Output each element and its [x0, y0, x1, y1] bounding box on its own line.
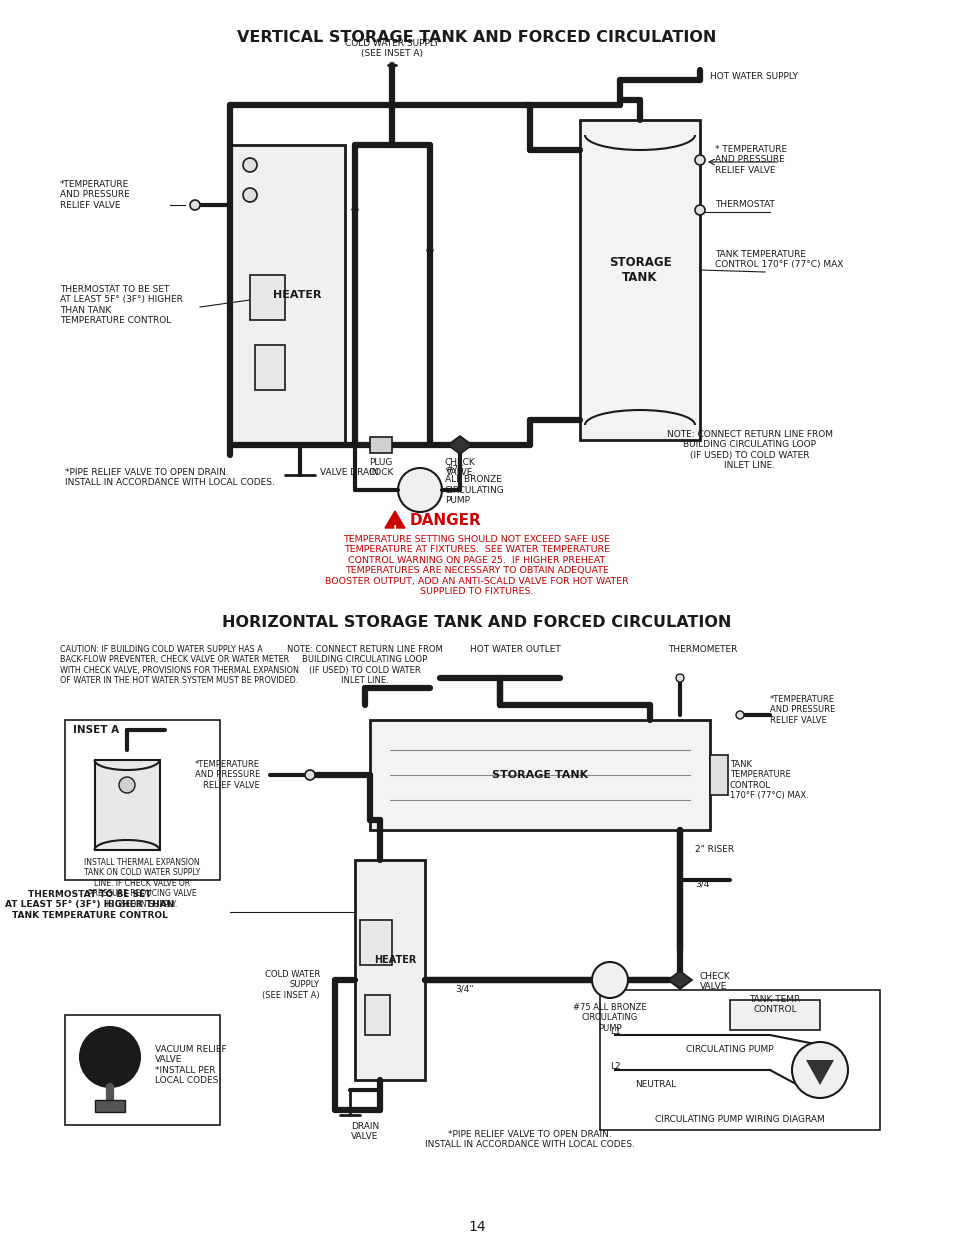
- Bar: [65, 1015, 220, 1125]
- Text: CIRCULATING PUMP: CIRCULATING PUMP: [685, 1045, 773, 1053]
- Bar: [709, 755, 727, 795]
- Circle shape: [791, 1042, 847, 1098]
- Polygon shape: [667, 971, 691, 989]
- Bar: [370, 720, 709, 830]
- Text: CIRCULATING PUMP WIRING DIAGRAM: CIRCULATING PUMP WIRING DIAGRAM: [655, 1115, 824, 1124]
- Text: !: !: [393, 525, 396, 535]
- Text: CAUTION: IF BUILDING COLD WATER SUPPLY HAS A
BACK-FLOW PREVENTER, CHECK VALVE OR: CAUTION: IF BUILDING COLD WATER SUPPLY H…: [60, 645, 298, 685]
- Bar: [250, 275, 285, 320]
- Text: *PIPE RELIEF VALVE TO OPEN DRAIN.
INSTALL IN ACCORDANCE WITH LOCAL CODES.: *PIPE RELIEF VALVE TO OPEN DRAIN. INSTAL…: [65, 468, 274, 488]
- Text: HOT WATER SUPPLY: HOT WATER SUPPLY: [709, 72, 797, 82]
- Polygon shape: [448, 436, 472, 454]
- Text: #75 ALL BRONZE
CIRCULATING
PUMP: #75 ALL BRONZE CIRCULATING PUMP: [573, 1003, 646, 1032]
- Text: THERMOSTAT TO BE SET
AT LEAST 5F° (3F°) HIGHER THAN
TANK TEMPERATURE CONTROL: THERMOSTAT TO BE SET AT LEAST 5F° (3F°) …: [6, 890, 174, 920]
- Text: INSET A: INSET A: [73, 725, 119, 735]
- Bar: [579, 120, 700, 440]
- Text: NOTE: CONNECT RETURN LINE FROM
BUILDING CIRCULATING LOOP
(IF USED) TO COLD WATER: NOTE: CONNECT RETURN LINE FROM BUILDING …: [666, 430, 832, 471]
- Text: THERMOMETER: THERMOMETER: [667, 645, 737, 655]
- Bar: [599, 990, 879, 1130]
- Text: STORAGE
TANK: STORAGE TANK: [608, 256, 671, 284]
- Text: HEATER: HEATER: [374, 955, 416, 965]
- Text: *PIPE RELIEF VALVE TO OPEN DRAIN.
INSTALL IN ACCORDANCE WITH LOCAL CODES.: *PIPE RELIEF VALVE TO OPEN DRAIN. INSTAL…: [425, 1130, 635, 1150]
- Circle shape: [243, 158, 256, 172]
- Circle shape: [305, 769, 314, 781]
- Text: PLUG
COCK: PLUG COCK: [368, 458, 394, 478]
- Bar: [65, 720, 220, 881]
- Circle shape: [676, 674, 683, 682]
- Bar: [359, 920, 392, 965]
- Bar: [365, 995, 390, 1035]
- Text: DRAIN
VALVE: DRAIN VALVE: [351, 1123, 378, 1141]
- Circle shape: [80, 1028, 140, 1087]
- Text: #75
ALL BRONZE
CIRCULATING
PUMP: #75 ALL BRONZE CIRCULATING PUMP: [444, 464, 504, 505]
- Text: 14: 14: [468, 1220, 485, 1234]
- Text: L1: L1: [609, 1028, 620, 1036]
- Text: HEATER: HEATER: [273, 290, 321, 300]
- Circle shape: [695, 156, 704, 165]
- Text: DANGER: DANGER: [410, 513, 481, 529]
- Bar: [95, 760, 160, 850]
- Circle shape: [243, 188, 256, 203]
- Text: NEUTRAL: NEUTRAL: [635, 1079, 676, 1089]
- Polygon shape: [805, 1060, 833, 1086]
- Text: HOT WATER OUTLET: HOT WATER OUTLET: [469, 645, 559, 655]
- Circle shape: [735, 711, 743, 719]
- Text: TANK TEMPERATURE
CONTROL 170°F (77°C) MAX: TANK TEMPERATURE CONTROL 170°F (77°C) MA…: [714, 249, 842, 269]
- Text: VERTICAL STORAGE TANK AND FORCED CIRCULATION: VERTICAL STORAGE TANK AND FORCED CIRCULA…: [237, 30, 716, 44]
- Text: 2" RISER: 2" RISER: [695, 845, 734, 853]
- Text: VACUUM RELIEF
VALVE
*INSTALL PER
LOCAL CODES.: VACUUM RELIEF VALVE *INSTALL PER LOCAL C…: [154, 1045, 227, 1086]
- Text: 3/4": 3/4": [455, 986, 473, 994]
- Circle shape: [397, 468, 441, 513]
- Bar: [254, 345, 285, 390]
- Circle shape: [592, 962, 627, 998]
- Bar: [95, 1100, 125, 1112]
- Circle shape: [190, 200, 200, 210]
- Circle shape: [695, 205, 704, 215]
- Text: L2: L2: [609, 1062, 620, 1072]
- Text: 3/4": 3/4": [695, 881, 713, 889]
- Bar: [370, 437, 392, 453]
- Text: *TEMPERATURE
AND PRESSURE
RELIEF VALVE: *TEMPERATURE AND PRESSURE RELIEF VALVE: [194, 760, 260, 790]
- Circle shape: [119, 777, 135, 793]
- Text: CHECK
VALVE: CHECK VALVE: [444, 458, 475, 478]
- Text: VALVE DRAIN: VALVE DRAIN: [319, 468, 378, 477]
- Text: INSTALL THERMAL EXPANSION
TANK ON COLD WATER SUPPLY
LINE. IF CHECK VALVE OR
PRES: INSTALL THERMAL EXPANSION TANK ON COLD W…: [84, 858, 200, 909]
- Text: TANK
TEMPERATURE
CONTROL
170°F (77°C) MAX.: TANK TEMPERATURE CONTROL 170°F (77°C) MA…: [729, 760, 808, 800]
- Bar: [355, 860, 424, 1079]
- Text: *TEMPERATURE
AND PRESSURE
RELIEF VALVE: *TEMPERATURE AND PRESSURE RELIEF VALVE: [60, 180, 130, 210]
- Text: TANK TEMP.
CONTROL: TANK TEMP. CONTROL: [748, 995, 801, 1014]
- Text: NOTE: CONNECT RETURN LINE FROM
BUILDING CIRCULATING LOOP
(IF USED) TO COLD WATER: NOTE: CONNECT RETURN LINE FROM BUILDING …: [287, 645, 442, 685]
- Polygon shape: [385, 511, 405, 529]
- Text: HORIZONTAL STORAGE TANK AND FORCED CIRCULATION: HORIZONTAL STORAGE TANK AND FORCED CIRCU…: [222, 615, 731, 630]
- Text: TEMPERATURE SETTING SHOULD NOT EXCEED SAFE USE
TEMPERATURE AT FIXTURES.  SEE WAT: TEMPERATURE SETTING SHOULD NOT EXCEED SA…: [325, 535, 628, 597]
- Text: STORAGE TANK: STORAGE TANK: [492, 769, 587, 781]
- Text: CHECK
VALVE: CHECK VALVE: [700, 972, 730, 992]
- Text: COLD WATER
SUPPLY
(SEE INSET A): COLD WATER SUPPLY (SEE INSET A): [262, 969, 319, 1000]
- Text: *TEMPERATURE
AND PRESSURE
RELIEF VALVE: *TEMPERATURE AND PRESSURE RELIEF VALVE: [769, 695, 835, 725]
- Text: THERMOSTAT: THERMOSTAT: [714, 200, 774, 209]
- Text: THERMOSTAT TO BE SET
AT LEAST 5F° (3F°) HIGHER
THAN TANK
TEMPERATURE CONTROL: THERMOSTAT TO BE SET AT LEAST 5F° (3F°) …: [60, 285, 183, 325]
- Text: COLD WATER SUPPLY
(SEE INSET A): COLD WATER SUPPLY (SEE INSET A): [345, 38, 438, 58]
- Bar: [729, 1000, 820, 1030]
- Text: * TEMPERATURE
AND PRESSURE
RELIEF VALVE: * TEMPERATURE AND PRESSURE RELIEF VALVE: [714, 144, 786, 175]
- Bar: [230, 144, 345, 445]
